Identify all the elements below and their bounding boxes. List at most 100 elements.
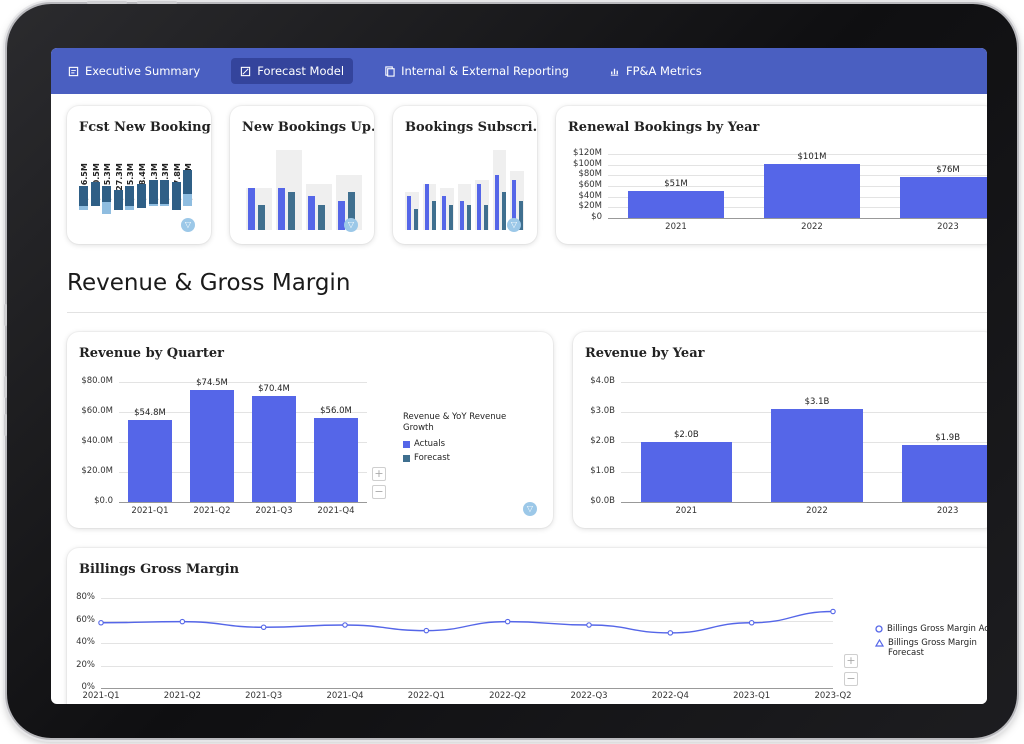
chart-icon [241, 66, 251, 76]
mini-bar-b [466, 204, 471, 230]
bar [640, 442, 733, 502]
fcst-new-bookings-card[interactable]: Fcst New Booking... $136.5M$150.5M$125.3… [67, 106, 211, 244]
gridline [119, 442, 367, 443]
mini-bar-a [512, 179, 516, 230]
billings-gross-margin-card[interactable]: Billings Gross Margin 0% 20% 40% 60% 80% 2021… [67, 548, 987, 704]
y-tick-label: $40.0M [81, 436, 113, 446]
mini-bar-a [308, 196, 315, 230]
data-point[interactable] [667, 630, 674, 636]
section-title: Revenue & Gross Margin [67, 270, 351, 296]
gridline [101, 643, 833, 644]
data-point[interactable] [179, 618, 186, 625]
card-title: Billings Gross Margin [79, 562, 240, 577]
tab-label: Forecast Model [257, 64, 345, 78]
y-tick-label: $3.0B [590, 406, 615, 416]
y-tick-label: $1.0B [590, 466, 615, 476]
circle-marker-icon [875, 625, 883, 633]
legend-label: Forecast [414, 453, 450, 463]
mini-bar-dark [102, 186, 112, 202]
filter-icon[interactable]: ▽ [523, 502, 537, 516]
mini-bar-b [484, 204, 488, 230]
tab-executive-summary[interactable]: Executive Summary [59, 58, 209, 84]
legend-title: Revenue & YoY Revenue Growth [403, 412, 507, 433]
revenue-by-quarter-card[interactable]: Revenue by Quarter $0.0 $20.0M $40.0M $60.0… [67, 332, 553, 528]
filter-icon[interactable]: ▽ [181, 218, 195, 232]
legend-item-forecast[interactable]: Forecast [403, 453, 450, 463]
legend-item-actuals[interactable]: Actuals [403, 439, 445, 449]
zoom-out-button[interactable]: − [372, 485, 386, 499]
zoom-in-button[interactable]: + [844, 654, 858, 668]
legend-item-actuals[interactable]: Billings Gross Margin Act [875, 624, 987, 634]
y-tick-label: 20% [76, 659, 95, 670]
x-tick-label: 2022-Q4 [651, 691, 689, 701]
bar [127, 419, 173, 502]
x-tick-label: 2022 [801, 222, 823, 232]
y-tick-label: $0.0 [94, 496, 113, 506]
card-title: Revenue by Year [585, 346, 705, 361]
data-point[interactable] [586, 622, 592, 628]
mini-bar-b [288, 192, 295, 230]
bar-value-label: $74.5M [196, 378, 228, 389]
filter-icon[interactable]: ▽ [507, 218, 521, 232]
new-bookings-up-card[interactable]: New Bookings Up... ▽ [230, 106, 374, 244]
mini-bar-b [449, 204, 453, 230]
data-point[interactable] [342, 622, 348, 628]
gridline [119, 472, 367, 473]
y-tick-label: 60% [76, 614, 95, 625]
bookings-subscription-card[interactable]: Bookings Subscri... ▽ [393, 106, 537, 244]
side-button [4, 304, 7, 326]
y-tick-label: $20M [578, 201, 602, 212]
y-tick-label: $100M [573, 158, 602, 169]
data-point[interactable] [748, 620, 755, 626]
renewal-bookings-card[interactable]: Renewal Bookings by Year $0 $20M $40M $60M $… [556, 106, 987, 244]
top-button [87, 1, 127, 4]
bar-value-label: $2.0B [673, 430, 699, 440]
bar [771, 409, 863, 502]
side-button [4, 376, 7, 398]
gridline [101, 665, 833, 667]
y-tick-label: $60.0M [81, 406, 113, 416]
data-point[interactable] [260, 624, 267, 631]
y-tick-label: $40M [578, 190, 602, 201]
zoom-in-button[interactable]: + [372, 467, 386, 481]
x-tick-label: 2022-Q2 [489, 691, 527, 701]
bar [251, 396, 297, 502]
bar [189, 390, 235, 502]
tab-forecast-model[interactable]: Forecast Model [231, 58, 354, 84]
y-tick-label: $0.0B [590, 496, 615, 506]
legend-swatch [403, 454, 410, 462]
x-tick-label: 2021-Q3 [245, 691, 283, 701]
x-tick-label: 2023-Q2 [814, 691, 852, 701]
mini-bar-dark [171, 182, 181, 210]
mini-bar-a [407, 196, 411, 230]
tab-internal-external-reporting[interactable]: Internal & External Reporting [375, 58, 578, 84]
mini-bar-a [248, 188, 255, 230]
mini-bar-b [348, 192, 355, 230]
app-screen: Executive Summary Forecast Model Interna… [51, 48, 987, 704]
top-button [137, 1, 177, 4]
tab-fpa-metrics[interactable]: FP&A Metrics [600, 58, 711, 84]
tab-label: Executive Summary [85, 64, 201, 78]
x-axis-line [621, 502, 987, 503]
data-point[interactable] [98, 620, 104, 626]
bar-value-label: $1.9B [935, 433, 961, 443]
x-axis-line [119, 502, 367, 503]
x-tick-label: 2021-Q3 [255, 506, 293, 516]
x-axis-line [101, 688, 833, 689]
gridline [101, 598, 833, 599]
zoom-out-button[interactable]: − [844, 672, 858, 686]
legend-item-forecast[interactable]: Billings Gross Margin Forecast [875, 638, 978, 658]
x-tick-label: 2021-Q1 [131, 506, 169, 516]
mini-bar-b [258, 204, 265, 230]
data-point[interactable] [423, 627, 430, 634]
data-point[interactable] [504, 618, 511, 625]
mini-bar-dark [79, 186, 88, 206]
legend-label: Billings Gross Margin Act [887, 624, 987, 634]
x-tick-label: 2022-Q1 [407, 691, 445, 701]
card-title: New Bookings Up... [242, 120, 374, 135]
filter-icon[interactable]: ▽ [344, 218, 358, 232]
x-tick-label: 2021-Q1 [82, 691, 120, 701]
data-point[interactable] [830, 608, 836, 615]
bar-value-label: $51M [664, 178, 688, 189]
revenue-by-year-card[interactable]: Revenue by Year $0.0B $1.0B $2.0B $3.0B $4.0… [573, 332, 987, 528]
